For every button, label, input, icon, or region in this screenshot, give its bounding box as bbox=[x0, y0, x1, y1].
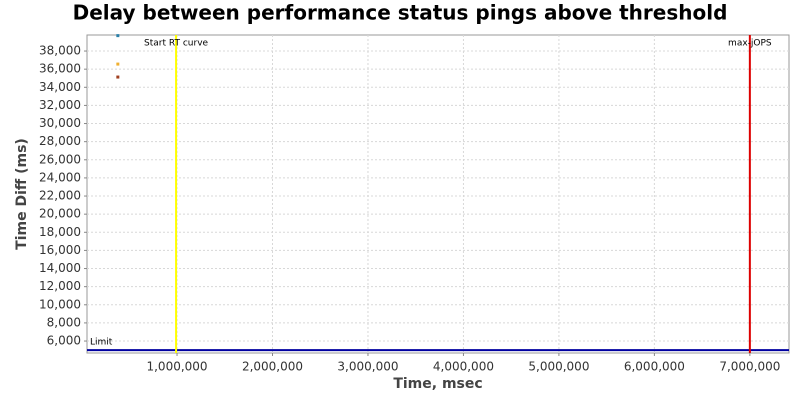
x-axis-label: Time, msec bbox=[393, 376, 482, 392]
y-tick-label: 10,000 bbox=[39, 297, 81, 311]
y-tick-label: 26,000 bbox=[39, 152, 81, 166]
y-tick-label: 16,000 bbox=[39, 243, 81, 257]
y-tick-label: 32,000 bbox=[39, 98, 81, 112]
x-tick-label: 2,000,000 bbox=[242, 360, 303, 374]
marker-label: max-jOPS bbox=[728, 39, 772, 49]
point bbox=[116, 34, 120, 38]
y-tick-label: 34,000 bbox=[39, 80, 81, 94]
y-tick-label: 20,000 bbox=[39, 207, 81, 221]
x-tick-label: 5,000,000 bbox=[528, 360, 589, 374]
y-tick-label: 30,000 bbox=[39, 116, 81, 130]
y-tick-label: 14,000 bbox=[39, 261, 81, 275]
y-tick-label: 36,000 bbox=[39, 62, 81, 76]
y-tick-label: 22,000 bbox=[39, 189, 81, 203]
y-tick-label: 8,000 bbox=[47, 315, 81, 329]
x-tick-label: 7,000,000 bbox=[719, 360, 780, 374]
point bbox=[116, 75, 120, 79]
chart-title: Delay between performance status pings a… bbox=[73, 1, 728, 25]
x-tick-label: 1,000,000 bbox=[146, 360, 207, 374]
point bbox=[116, 62, 120, 66]
x-tick-label: 6,000,000 bbox=[624, 360, 685, 374]
y-axis-label: Time Diff (ms) bbox=[14, 138, 30, 250]
limit-label: Limit bbox=[90, 338, 113, 348]
marker-label: Start RT curve bbox=[144, 39, 208, 49]
y-tick-label: 28,000 bbox=[39, 134, 81, 148]
y-tick-label: 12,000 bbox=[39, 279, 81, 293]
y-tick-label: 18,000 bbox=[39, 225, 81, 239]
y-tick-label: 6,000 bbox=[47, 334, 81, 348]
y-tick-label: 24,000 bbox=[39, 170, 81, 184]
y-tick-label: 38,000 bbox=[39, 44, 81, 58]
x-tick-label: 3,000,000 bbox=[337, 360, 398, 374]
x-tick-label: 4,000,000 bbox=[433, 360, 494, 374]
plot-area bbox=[86, 34, 790, 354]
